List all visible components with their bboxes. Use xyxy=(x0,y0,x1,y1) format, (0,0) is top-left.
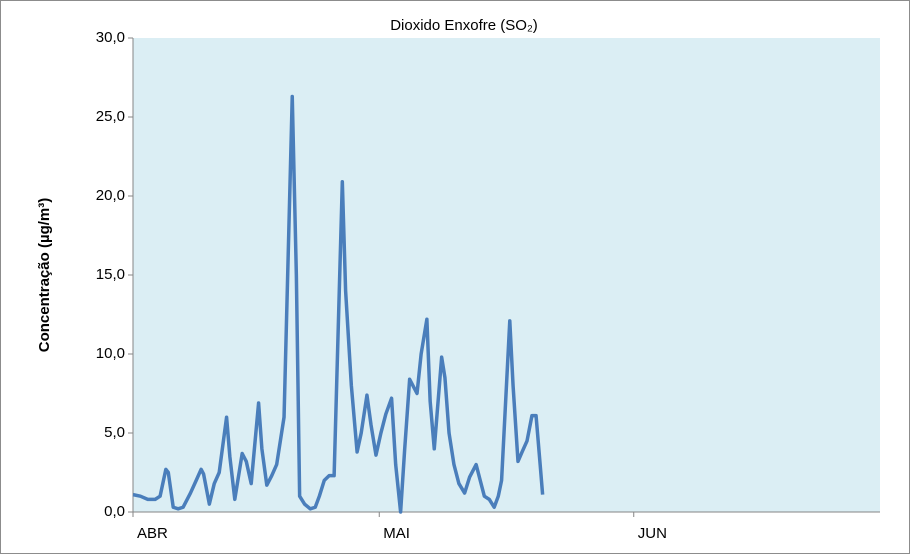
y-tick-label: 10,0 xyxy=(96,345,125,362)
y-tick-label: 20,0 xyxy=(96,187,125,204)
data-line xyxy=(132,94,545,514)
y-tick-label: 25,0 xyxy=(96,108,125,125)
x-tick-label: JUN xyxy=(638,525,667,542)
y-tick-label: 5,0 xyxy=(104,424,125,441)
chart-title: Dioxido Enxofre (SO₂) xyxy=(390,17,538,34)
y-tick-label: 30,0 xyxy=(96,29,125,46)
plot-area xyxy=(133,38,880,512)
x-tick-label: ABR xyxy=(137,525,168,542)
y-tick-label: 0,0 xyxy=(104,503,125,520)
y-tick-label: 15,0 xyxy=(96,266,125,283)
x-tick-label: MAI xyxy=(383,525,410,542)
y-axis-label: Concentração (µg/m³) xyxy=(36,198,53,353)
